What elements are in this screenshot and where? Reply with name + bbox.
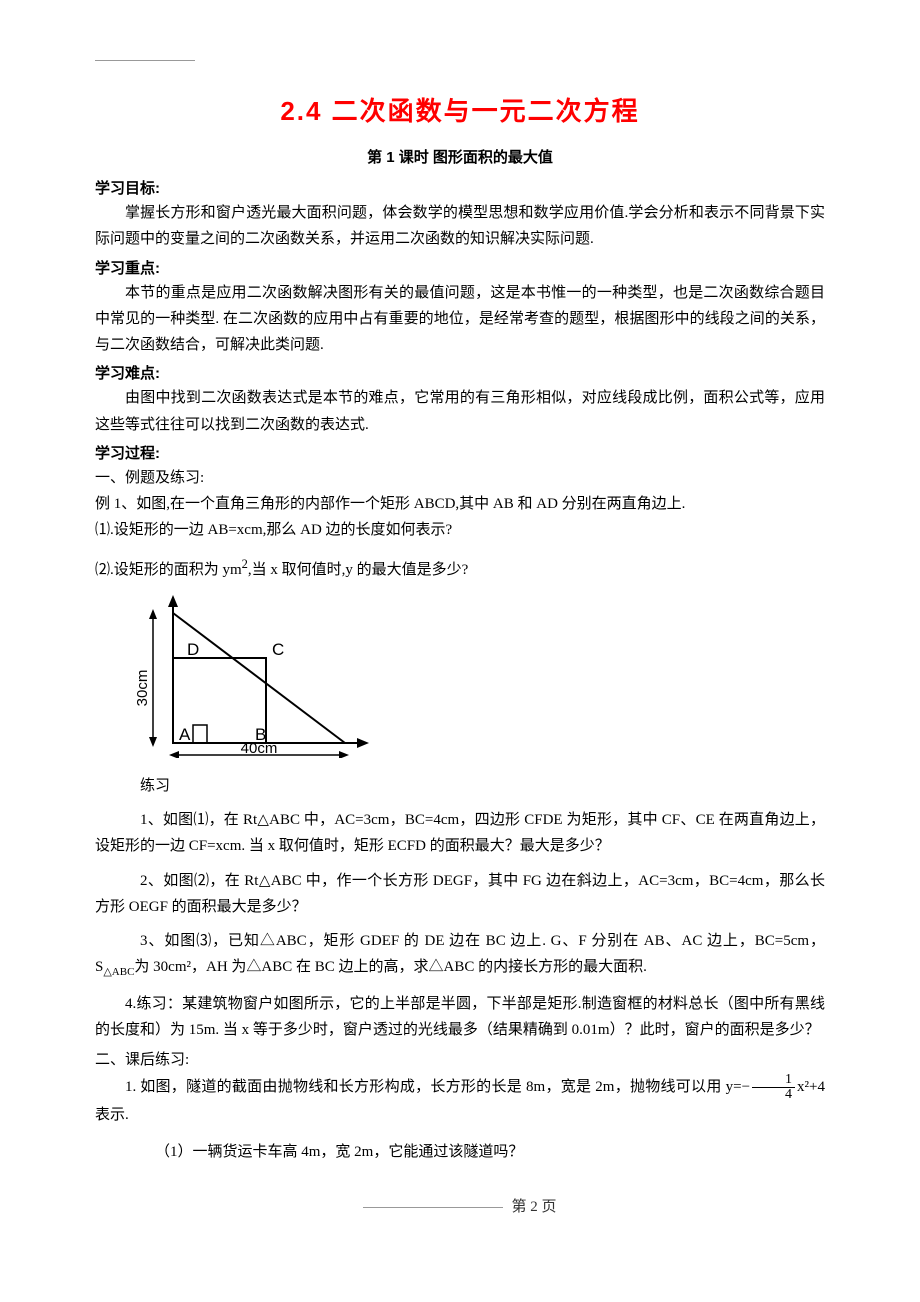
item-1: 一、例题及练习: <box>95 465 825 491</box>
goal-body: 掌握长方形和窗户透光最大面积问题，体会数学的模型思想和数学应用价值.学会分析和表… <box>95 200 825 253</box>
difficulty-heading: 学习难点: <box>95 362 825 383</box>
lesson-subtitle: 第 1 课时 图形面积的最大值 <box>95 146 825 167</box>
focus-body: 本节的重点是应用二次函数解决图形有关的最值问题，这是本书惟一的一种类型，也是二次… <box>95 280 825 359</box>
label-A: A <box>179 725 191 744</box>
item-2: 例 1、如图,在一个直角三角形的内部作一个矩形 ABCD,其中 AB 和 AD … <box>95 491 825 517</box>
fraction-icon: 14 <box>752 1073 795 1102</box>
focus-heading: 学习重点: <box>95 257 825 278</box>
item-4-post: ,当 x 取何值时,y 的最大值是多少? <box>248 562 468 578</box>
practice-3b: 为 30cm²，AH 为△ABC 在 BC 边上的高，求△ABC 的内接长方形的… <box>134 959 646 975</box>
top-rule <box>95 60 195 61</box>
item-4: ⑵.设矩形的面积为 ym2,当 x 取何值时,y 的最大值是多少? <box>95 554 825 583</box>
diagram-svg: 30cm 40cm D C A B <box>135 593 375 758</box>
frac-num: 1 <box>752 1073 795 1088</box>
dim-height: 30cm <box>135 669 151 706</box>
chapter-title: 2.4 二次函数与一元二次方程 <box>95 91 825 128</box>
practice-head: 练习 <box>95 773 825 799</box>
item-3: ⑴.设矩形的一边 AB=xcm,那么 AD 边的长度如何表示? <box>95 517 825 543</box>
goal-heading: 学习目标: <box>95 177 825 198</box>
practice-3: 3、如图⑶，已知△ABC，矩形 GDEF 的 DE 边在 BC 边上. G、F … <box>95 928 825 983</box>
label-D: D <box>187 640 199 659</box>
homework-1: 1. 如图，隧道的截面由抛物线和长方形构成，长方形的长是 8m，宽是 2m，抛物… <box>95 1073 825 1128</box>
difficulty-body: 由图中找到二次函数表达式是本节的难点，它常用的有三角形相似，对应线段成比例，面积… <box>95 385 825 438</box>
page-number: 第 2 页 <box>511 1199 556 1215</box>
process-heading: 学习过程: <box>95 442 825 463</box>
label-B: B <box>255 725 266 744</box>
practice-1: 1、如图⑴，在 Rt△ABC 中，AC=3cm，BC=4cm，四边形 CFDE … <box>95 807 825 860</box>
practice-4: 4.练习：某建筑物窗户如图所示，它的上半部是半圆，下半部是矩形.制造窗框的材料总… <box>95 991 825 1044</box>
item-4-pre: ⑵.设矩形的面积为 ym <box>95 562 242 578</box>
frac-den: 4 <box>752 1088 795 1102</box>
homework-1-1: （1）一辆货运卡车高 4m，宽 2m，它能通过该隧道吗？ <box>95 1139 825 1165</box>
homework-head: 二、课后练习: <box>95 1047 825 1073</box>
page-footer: 第 2 页 <box>95 1195 825 1216</box>
hw1-a: 1. 如图，隧道的截面由抛物线和长方形构成，长方形的长是 8m，宽是 2m，抛物… <box>125 1079 750 1095</box>
practice-3-sub: △ABC <box>103 966 134 978</box>
practice-2: 2、如图⑵，在 Rt△ABC 中，作一个长方形 DEGF，其中 FG 边在斜边上… <box>95 868 825 921</box>
footer-rule <box>363 1207 503 1208</box>
label-C: C <box>272 640 284 659</box>
page: 2.4 二次函数与一元二次方程 第 1 课时 图形面积的最大值 学习目标: 掌握… <box>0 0 920 1256</box>
triangle-diagram: 30cm 40cm D C A B <box>135 593 825 763</box>
